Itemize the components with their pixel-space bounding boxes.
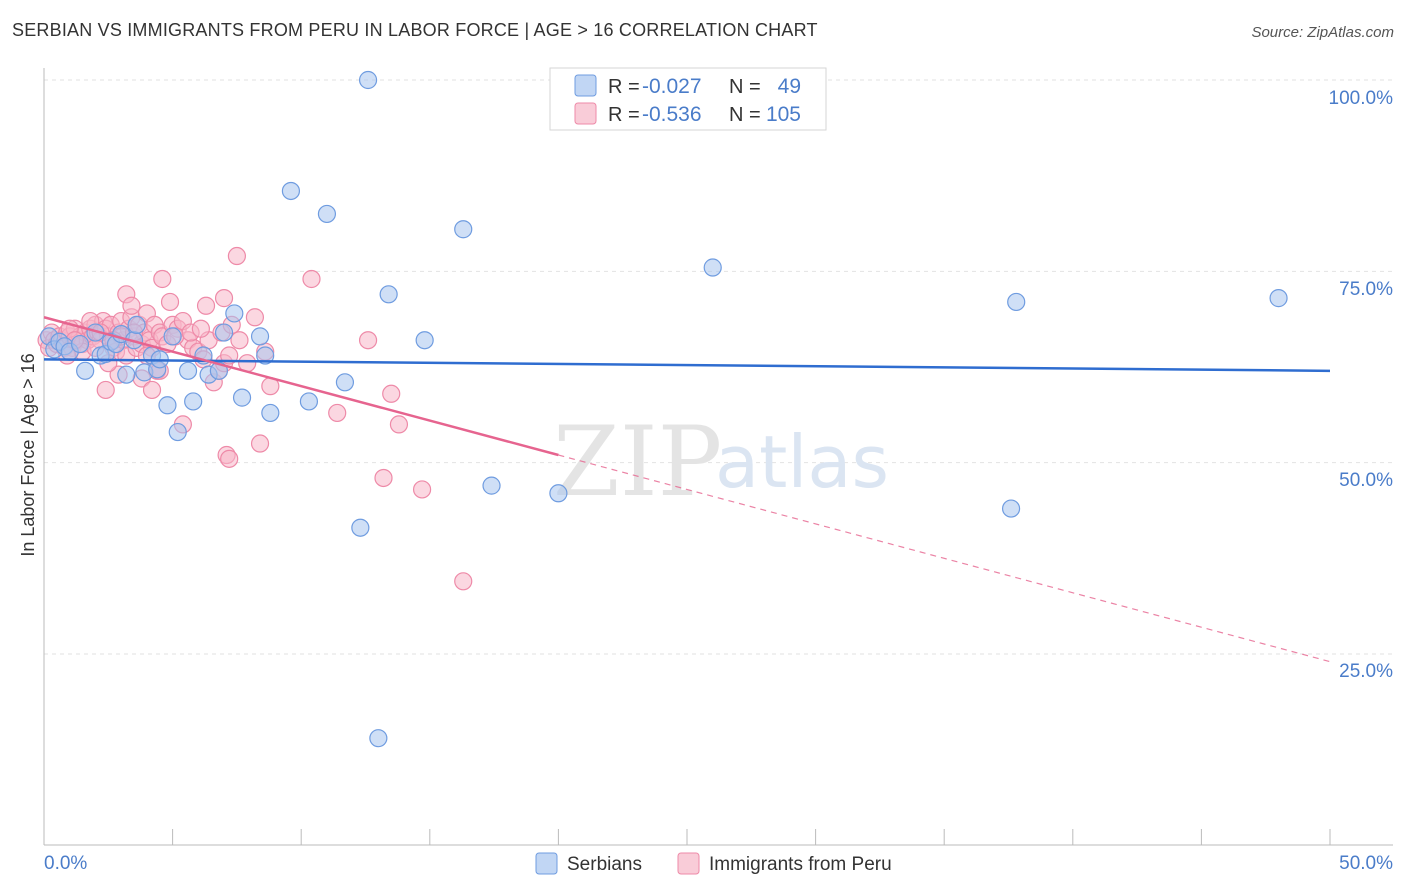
point-serbians-43 [454,220,473,239]
chart-title: SERBIAN VS IMMIGRANTS FROM PERU IN LABOR… [12,20,818,40]
trend-lines [43,316,1331,663]
point-serbians-39 [358,70,378,90]
point-peru-71 [214,289,234,308]
bottom-legend-label-serbians: Serbians [567,854,642,875]
point-serbians-28 [214,323,234,342]
point-peru-74 [230,331,249,350]
trend-line-serbians [43,358,1331,373]
legend-r-value-serbians: -0.027 [642,75,702,98]
trend-line-peru-extension [558,454,1331,663]
legend-n-label-serbians: N = [729,76,761,98]
legend-r-value-peru: -0.536 [642,103,702,126]
point-serbians-45 [549,484,568,503]
point-serbians-48 [1007,292,1026,312]
y-axis-title: In Labor Force | Age > 16 [18,353,38,556]
point-peru-67 [160,292,180,312]
point-serbians-22 [168,422,187,442]
point-peru-83 [328,403,347,423]
bottom-legend-swatch-serbians [535,852,558,875]
point-peru-82 [302,269,321,289]
x-tick-label-min: 0.0% [44,853,87,874]
source-credit: Source: ZipAtlas.com [1251,24,1394,41]
point-peru-62 [122,296,141,315]
legend-n-value-serbians: 49 [778,75,801,98]
point-peru-69 [196,296,216,315]
point-serbians-30 [232,388,252,407]
legend-swatch-serbians [574,74,597,97]
point-serbians-5 [70,334,90,354]
axes [43,68,1393,846]
watermark-zip: ZIP [553,406,722,518]
point-serbians-6 [76,361,95,380]
point-serbians-31 [250,327,270,346]
trend-line-peru [43,316,559,457]
point-peru-73 [227,246,246,266]
point-serbians-29 [225,304,244,323]
point-serbians-46 [703,258,722,277]
legend-n-label-peru: N = [729,104,761,126]
point-serbians-33 [261,403,280,423]
point-serbians-37 [335,373,355,392]
bottom-legend-swatch-peru [677,852,700,875]
y-tick-label-100: 100.0% [1329,88,1394,109]
point-serbians-44 [482,476,501,495]
point-peru-64 [142,380,162,400]
point-serbians-32 [256,346,275,365]
point-serbians-47 [1001,499,1021,518]
point-serbians-21 [158,396,177,415]
point-peru-84 [358,331,378,350]
point-serbians-34 [281,181,301,201]
point-serbians-49 [1269,289,1288,308]
series-peru-points [37,246,473,591]
y-tick-label-50: 50.0% [1339,470,1393,491]
point-serbians-27 [209,361,228,380]
point-peru-76 [245,308,265,327]
point-peru-59 [96,380,115,400]
point-serbians-20 [163,327,182,346]
watermark-atlas: atlas [715,420,889,504]
point-peru-81 [220,449,239,468]
series-serbians-points [40,70,1288,748]
series-legend: Serbians Immigrants from Peru [535,852,892,875]
point-peru-88 [412,480,432,499]
point-peru-86 [382,384,401,403]
point-serbians-15 [127,315,146,335]
legend-r-label-serbians: R = [608,76,640,98]
legend-n-value-peru: 105 [766,103,801,126]
point-serbians-38 [351,518,370,537]
point-peru-77 [250,434,270,453]
point-peru-89 [454,572,473,591]
point-peru-87 [389,415,409,434]
point-serbians-42 [415,331,434,350]
legend-r-label-peru: R = [608,104,640,126]
point-serbians-24 [184,392,203,411]
point-peru-104 [191,319,210,338]
point-serbians-23 [178,361,198,380]
correlation-legend: R = -0.027 N = 49 R = -0.536 N = 105 [549,67,827,131]
x-tick-label-max: 50.0% [1339,853,1393,874]
point-serbians-35 [299,392,319,411]
point-serbians-13 [117,365,136,384]
bottom-legend-label-peru: Immigrants from Peru [709,854,892,875]
point-serbians-40 [369,729,388,748]
point-serbians-41 [379,285,398,304]
point-peru-85 [374,468,393,488]
point-serbians-36 [317,204,337,224]
point-peru-66 [153,269,172,289]
y-tick-label-75: 75.0% [1339,279,1393,300]
legend-swatch-peru [574,102,597,125]
y-tick-label-25: 25.0% [1339,661,1393,682]
